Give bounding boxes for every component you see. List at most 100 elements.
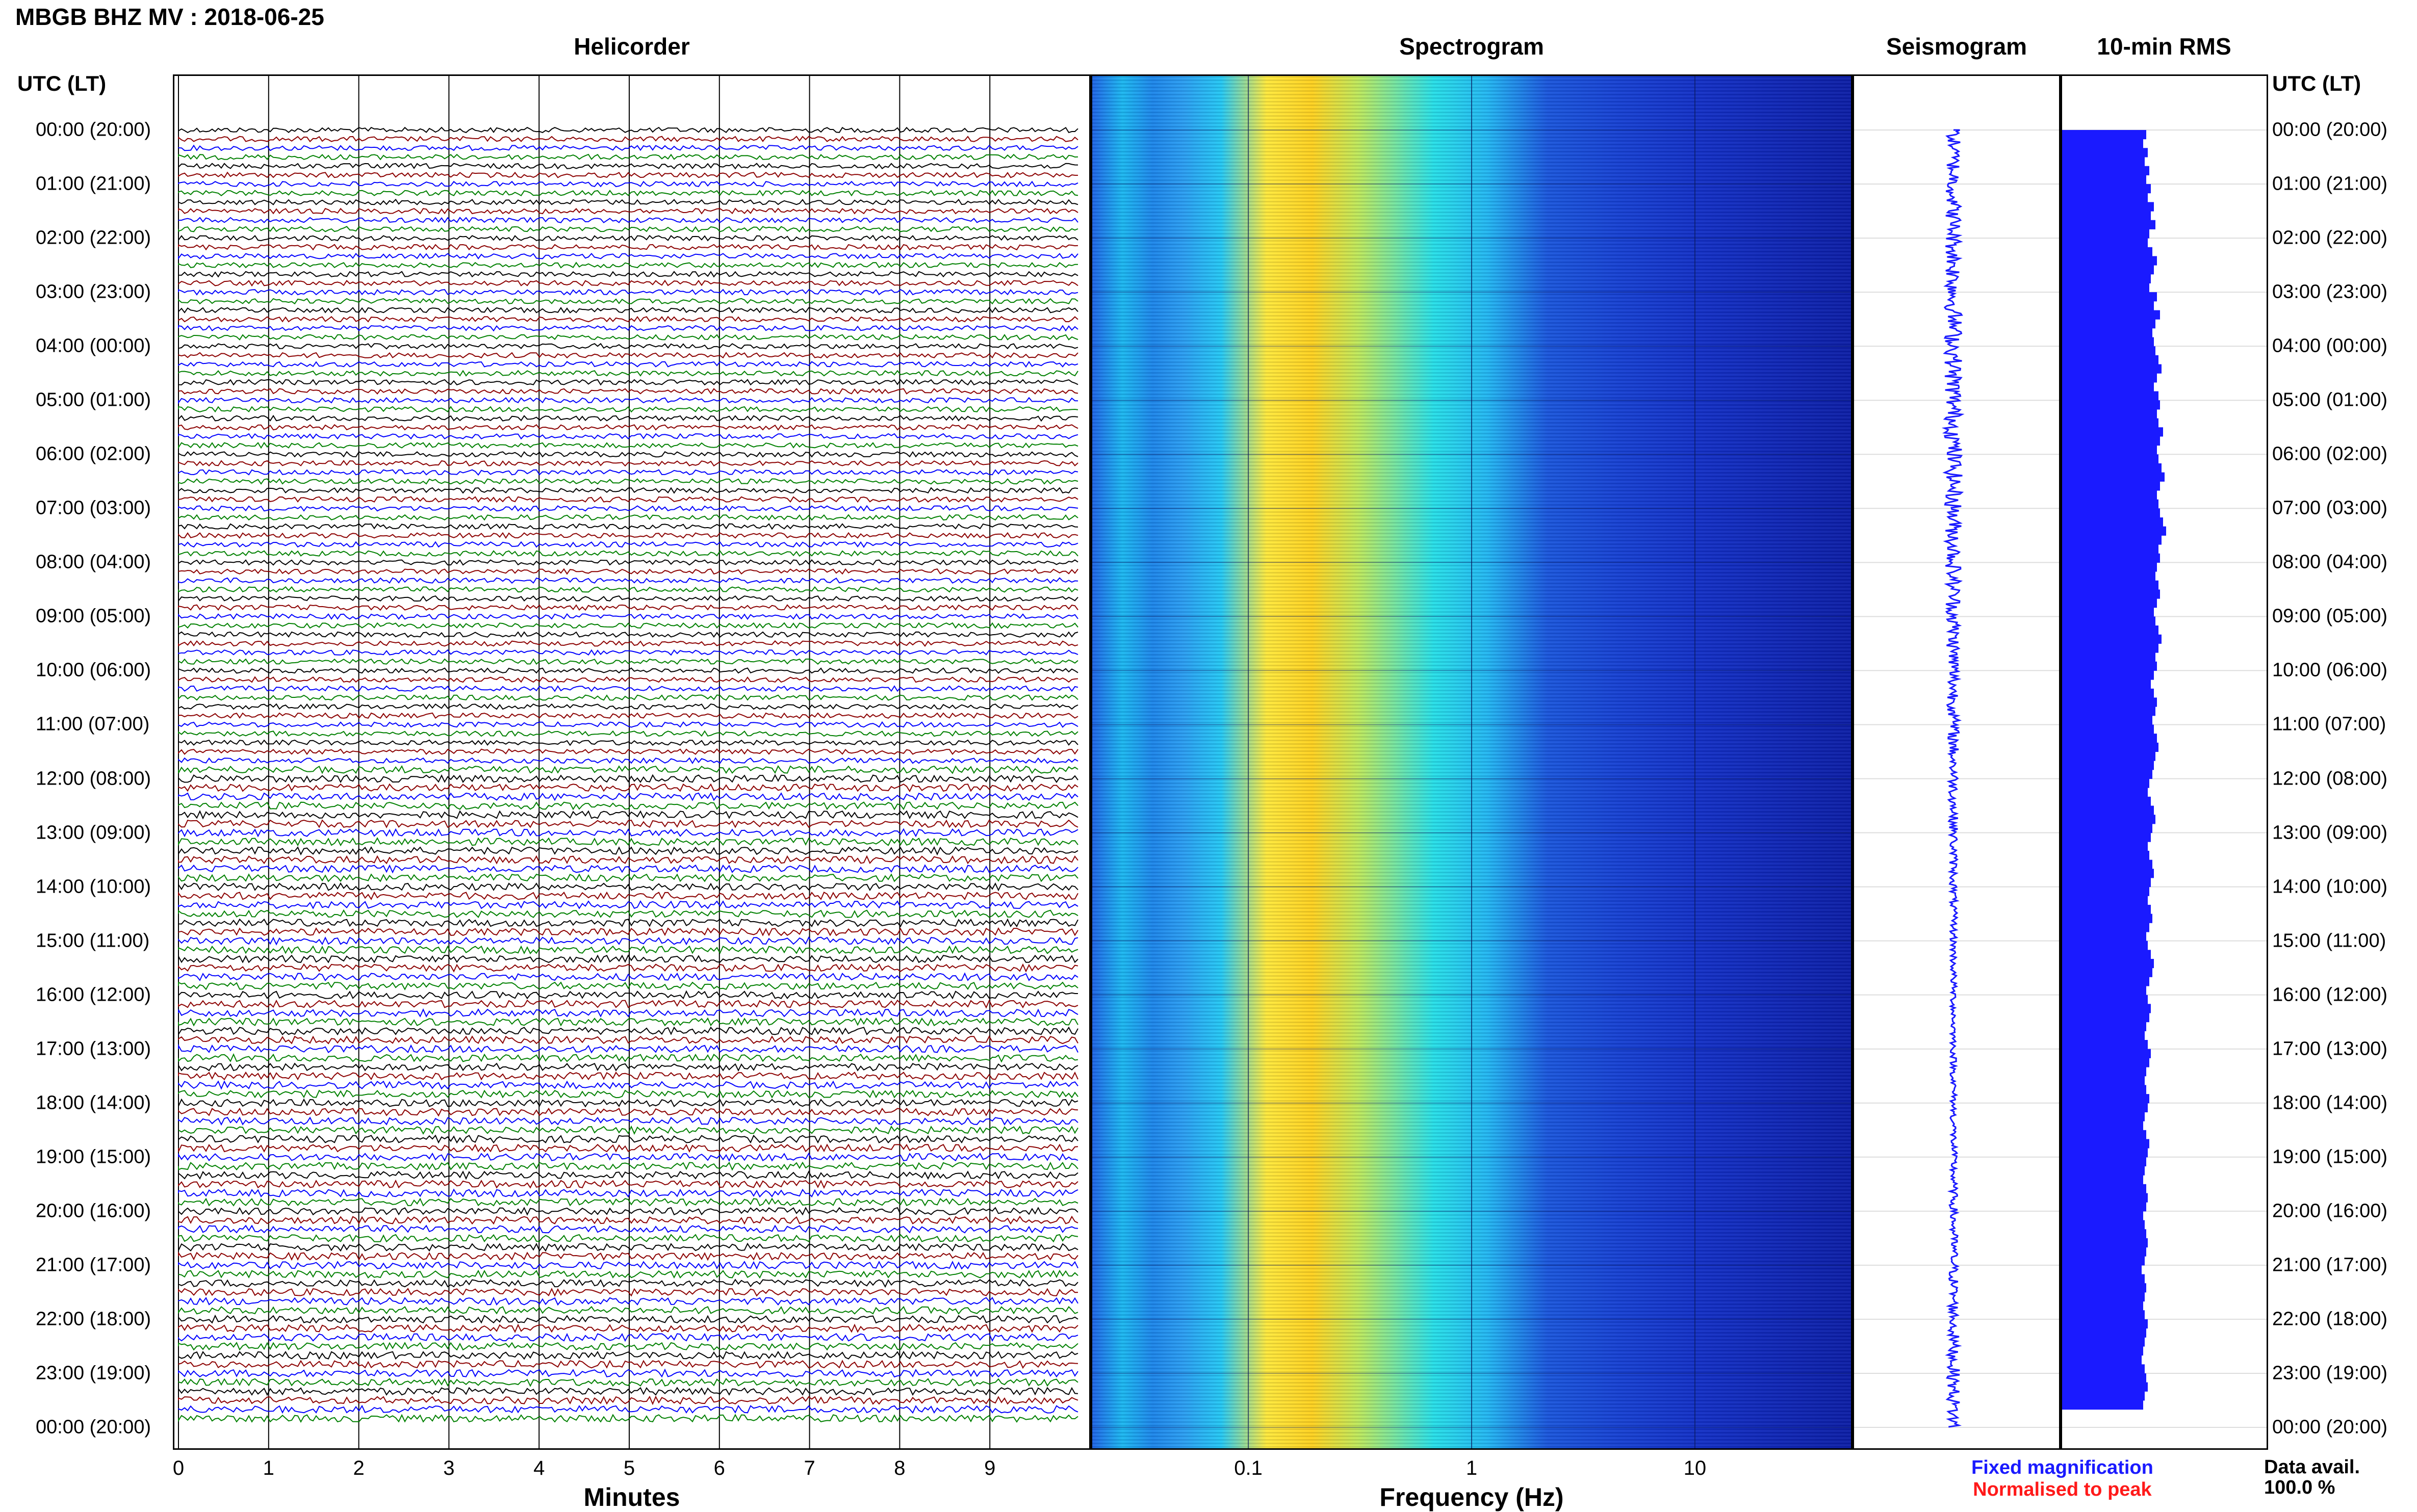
time-label-right: 07:00 (03:00): [2272, 497, 2388, 519]
helicorder-trace: [178, 1224, 1078, 1234]
helicorder-trace: [178, 792, 1078, 801]
time-label-left: 15:00 (11:00): [36, 930, 150, 952]
rms-bar: [2062, 157, 2145, 167]
rms-bar: [2062, 815, 2155, 824]
rms-bar: [2062, 1040, 2148, 1050]
helicorder-trace: [178, 397, 1078, 404]
helicorder-trace: [178, 370, 1078, 377]
rms-bar: [2062, 932, 2146, 942]
rms-bar: [2062, 715, 2152, 725]
helicorder-trace: [178, 226, 1078, 232]
rms-bar: [2062, 1247, 2146, 1257]
rms-bar: [2062, 896, 2148, 905]
rms-bar: [2062, 1400, 2143, 1410]
helicorder-trace: [178, 496, 1078, 503]
rms-bar: [2062, 283, 2149, 293]
helicorder-trace: [178, 514, 1078, 521]
helicorder-trace: [178, 352, 1078, 359]
rms-bar: [2062, 832, 2151, 842]
time-label-right: 21:00 (17:00): [2272, 1254, 2388, 1276]
helicorder-trace: [178, 1080, 1078, 1090]
time-label-right: 13:00 (09:00): [2272, 822, 2388, 844]
helicorder-trace: [178, 730, 1078, 737]
legend: Fixed magnification Normalised to peak: [1971, 1457, 2153, 1501]
time-label-left: 06:00 (02:00): [36, 443, 151, 465]
time-label-right: 15:00 (11:00): [2272, 930, 2386, 952]
rms-bar: [2062, 914, 2152, 923]
rms-bar: [2062, 1085, 2146, 1094]
rms-bar: [2062, 788, 2148, 797]
time-label-left: 08:00 (04:00): [36, 551, 151, 573]
rms-bar: [2062, 265, 2154, 275]
time-label-right: 11:00 (07:00): [2272, 713, 2386, 735]
helicorder-trace: [178, 1288, 1078, 1297]
time-label-left: 04:00 (00:00): [36, 335, 151, 357]
time-label-left: 00:00 (20:00): [36, 119, 151, 141]
frequency-tick-label: 1: [1465, 1457, 1478, 1479]
rms-bar: [2062, 256, 2157, 266]
helicorder-trace: [178, 1098, 1078, 1108]
rms-bar: [2062, 355, 2158, 364]
helicorder-trace: [178, 846, 1078, 856]
rms-bar: [2062, 1283, 2146, 1293]
rms-bar: [2062, 1292, 2145, 1302]
rms-bar: [2062, 310, 2160, 320]
rms-bar: [2062, 175, 2146, 185]
helicorder-trace: [178, 523, 1078, 530]
helicorder-trace: [178, 1089, 1078, 1099]
rms-bar: [2062, 805, 2154, 815]
helicorder-trace: [178, 810, 1078, 820]
rms-bar: [2062, 1373, 2146, 1383]
helicorder-trace: [178, 658, 1078, 665]
spectrogram-panel: [1091, 74, 1853, 1450]
page-title: MBGB BHZ MV : 2018-06-25: [15, 4, 324, 30]
rms-bar: [2062, 1364, 2145, 1374]
rms-bar: [2062, 1166, 2145, 1176]
time-label-left: 22:00 (18:00): [36, 1308, 151, 1330]
helicorder-trace: [178, 783, 1078, 793]
minutes-tick-label: 2: [353, 1457, 365, 1479]
time-label-left: 09:00 (05:00): [36, 605, 151, 627]
rms-bar: [2062, 986, 2146, 996]
rms-bar: [2062, 1328, 2146, 1338]
rms-bar: [2062, 616, 2155, 626]
helicorder-trace: [178, 171, 1078, 178]
seismogram-title: Seismogram: [1886, 33, 2027, 60]
seismogram-plot: [1854, 129, 2059, 1428]
rms-bar: [2062, 220, 2155, 229]
helicorder-trace: [178, 153, 1078, 161]
helicorder-trace: [178, 559, 1078, 566]
time-label-right: 09:00 (05:00): [2272, 605, 2388, 627]
rms-bar: [2062, 139, 2143, 148]
helicorder-trace: [178, 873, 1078, 882]
helicorder-title: Helicorder: [574, 33, 690, 60]
rms-bar: [2062, 1301, 2143, 1311]
helicorder-trace: [178, 1314, 1078, 1324]
time-label-left: 14:00 (10:00): [36, 876, 151, 898]
rms-bar: [2062, 1094, 2149, 1104]
frequency-axis-title: Frequency (Hz): [1379, 1483, 1564, 1511]
time-label-left: 03:00 (23:00): [36, 281, 151, 303]
rms-bar: [2062, 562, 2157, 572]
helicorder-trace: [178, 1350, 1078, 1360]
helicorder-trace: [178, 505, 1078, 512]
helicorder-trace: [178, 388, 1078, 395]
helicorder-trace: [178, 855, 1078, 865]
helicorder-trace: [178, 828, 1078, 838]
rms-bar: [2062, 959, 2154, 969]
rms-bar: [2062, 148, 2148, 158]
helicorder-trace: [178, 325, 1078, 332]
helicorder-trace: [178, 595, 1078, 603]
helicorder-trace: [178, 1071, 1078, 1081]
helicorder-trace: [178, 1414, 1078, 1423]
time-label-left: 12:00 (08:00): [36, 768, 151, 789]
rms-bar: [2062, 526, 2166, 536]
helicorder-trace: [178, 406, 1078, 413]
helicorder-trace: [178, 748, 1078, 755]
legend-fixed-magnification: Fixed magnification: [1971, 1457, 2153, 1478]
rms-title: 10-min RMS: [2097, 33, 2231, 60]
rms-plot: [2062, 129, 2267, 1428]
helicorder-trace: [178, 424, 1078, 431]
helicorder-trace: [178, 487, 1078, 494]
helicorder-trace: [178, 441, 1078, 450]
